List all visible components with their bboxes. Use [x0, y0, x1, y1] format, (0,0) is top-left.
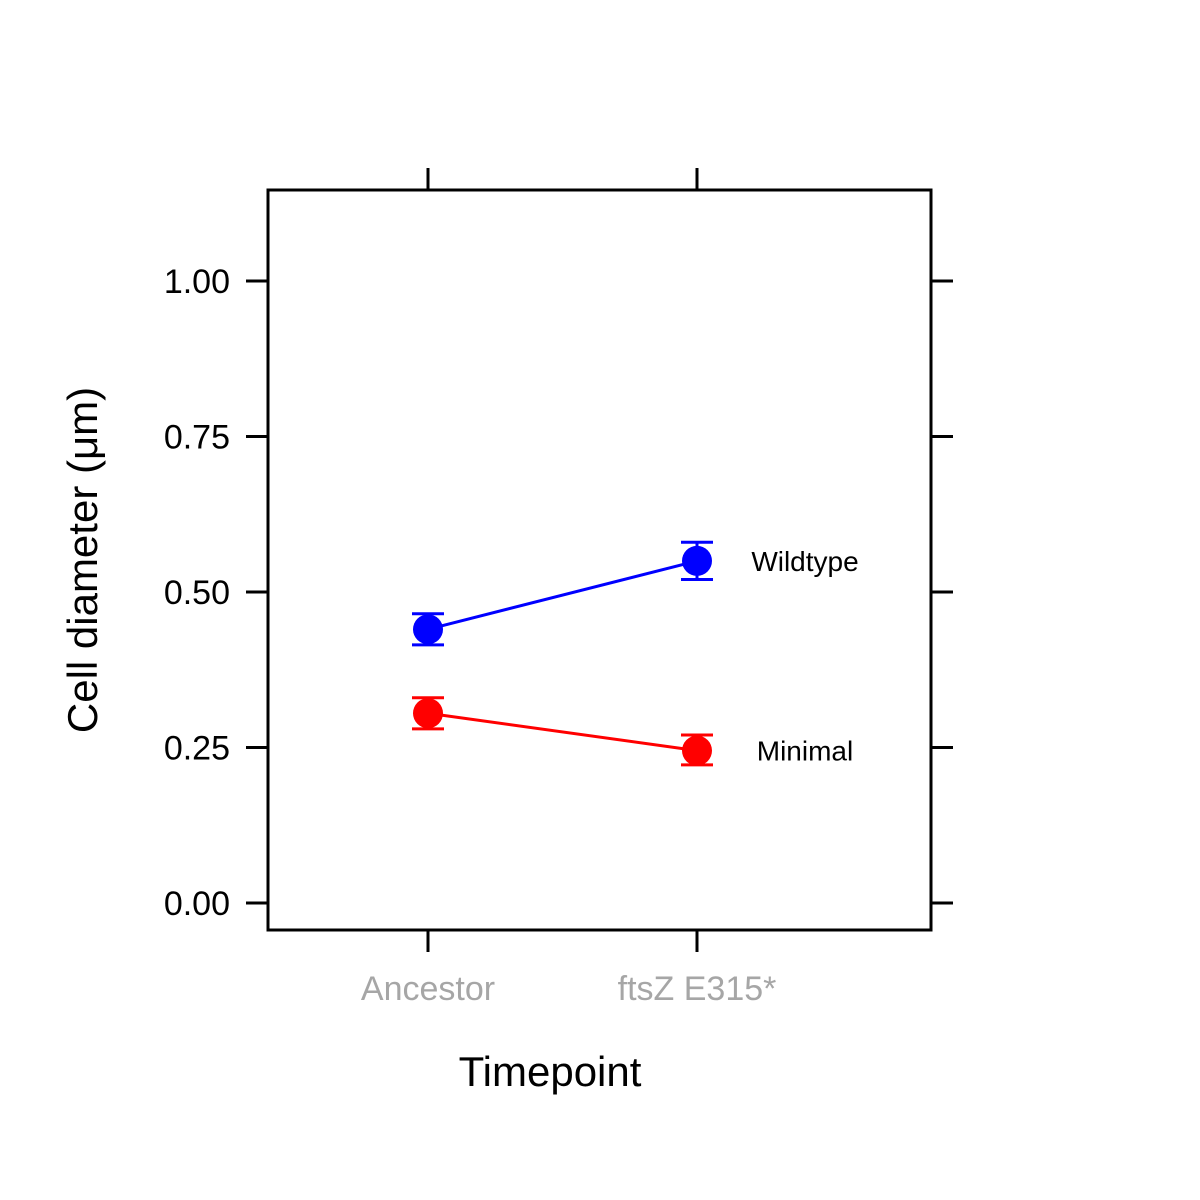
- y-tick-label: 0.25: [164, 730, 230, 768]
- x-tick-label: ftsZ E315*: [618, 970, 777, 1008]
- x-axis-title: Timepoint: [459, 1048, 642, 1095]
- series-label: Minimal: [757, 736, 853, 767]
- y-tick-label: 0.75: [164, 419, 230, 457]
- series-layer: Wildtype Minimal: [412, 540, 859, 767]
- y-tick-label: 0.00: [164, 885, 230, 923]
- series-line: [427, 559, 698, 631]
- plot-frame: [266, 188, 933, 932]
- x-tick-label: Ancestor: [361, 970, 495, 1008]
- data-point: [413, 614, 443, 645]
- series-line: [427, 711, 698, 753]
- series-label: Wildtype: [751, 546, 858, 577]
- y-tick-label: 0.50: [164, 574, 230, 612]
- x-axis: Ancestor ftsZ E315*: [361, 168, 776, 1008]
- data-point: [682, 545, 712, 576]
- data-point: [413, 698, 443, 729]
- y-axis: 0.00 0.25 0.50 0.75 1.00: [164, 263, 953, 923]
- data-point: [682, 735, 712, 766]
- y-axis-title: Cell diameter (μm): [59, 387, 106, 733]
- y-tick-label: 1.00: [164, 263, 230, 301]
- series-wildtype: Wildtype: [412, 540, 859, 647]
- series-minimal: Minimal: [412, 696, 853, 767]
